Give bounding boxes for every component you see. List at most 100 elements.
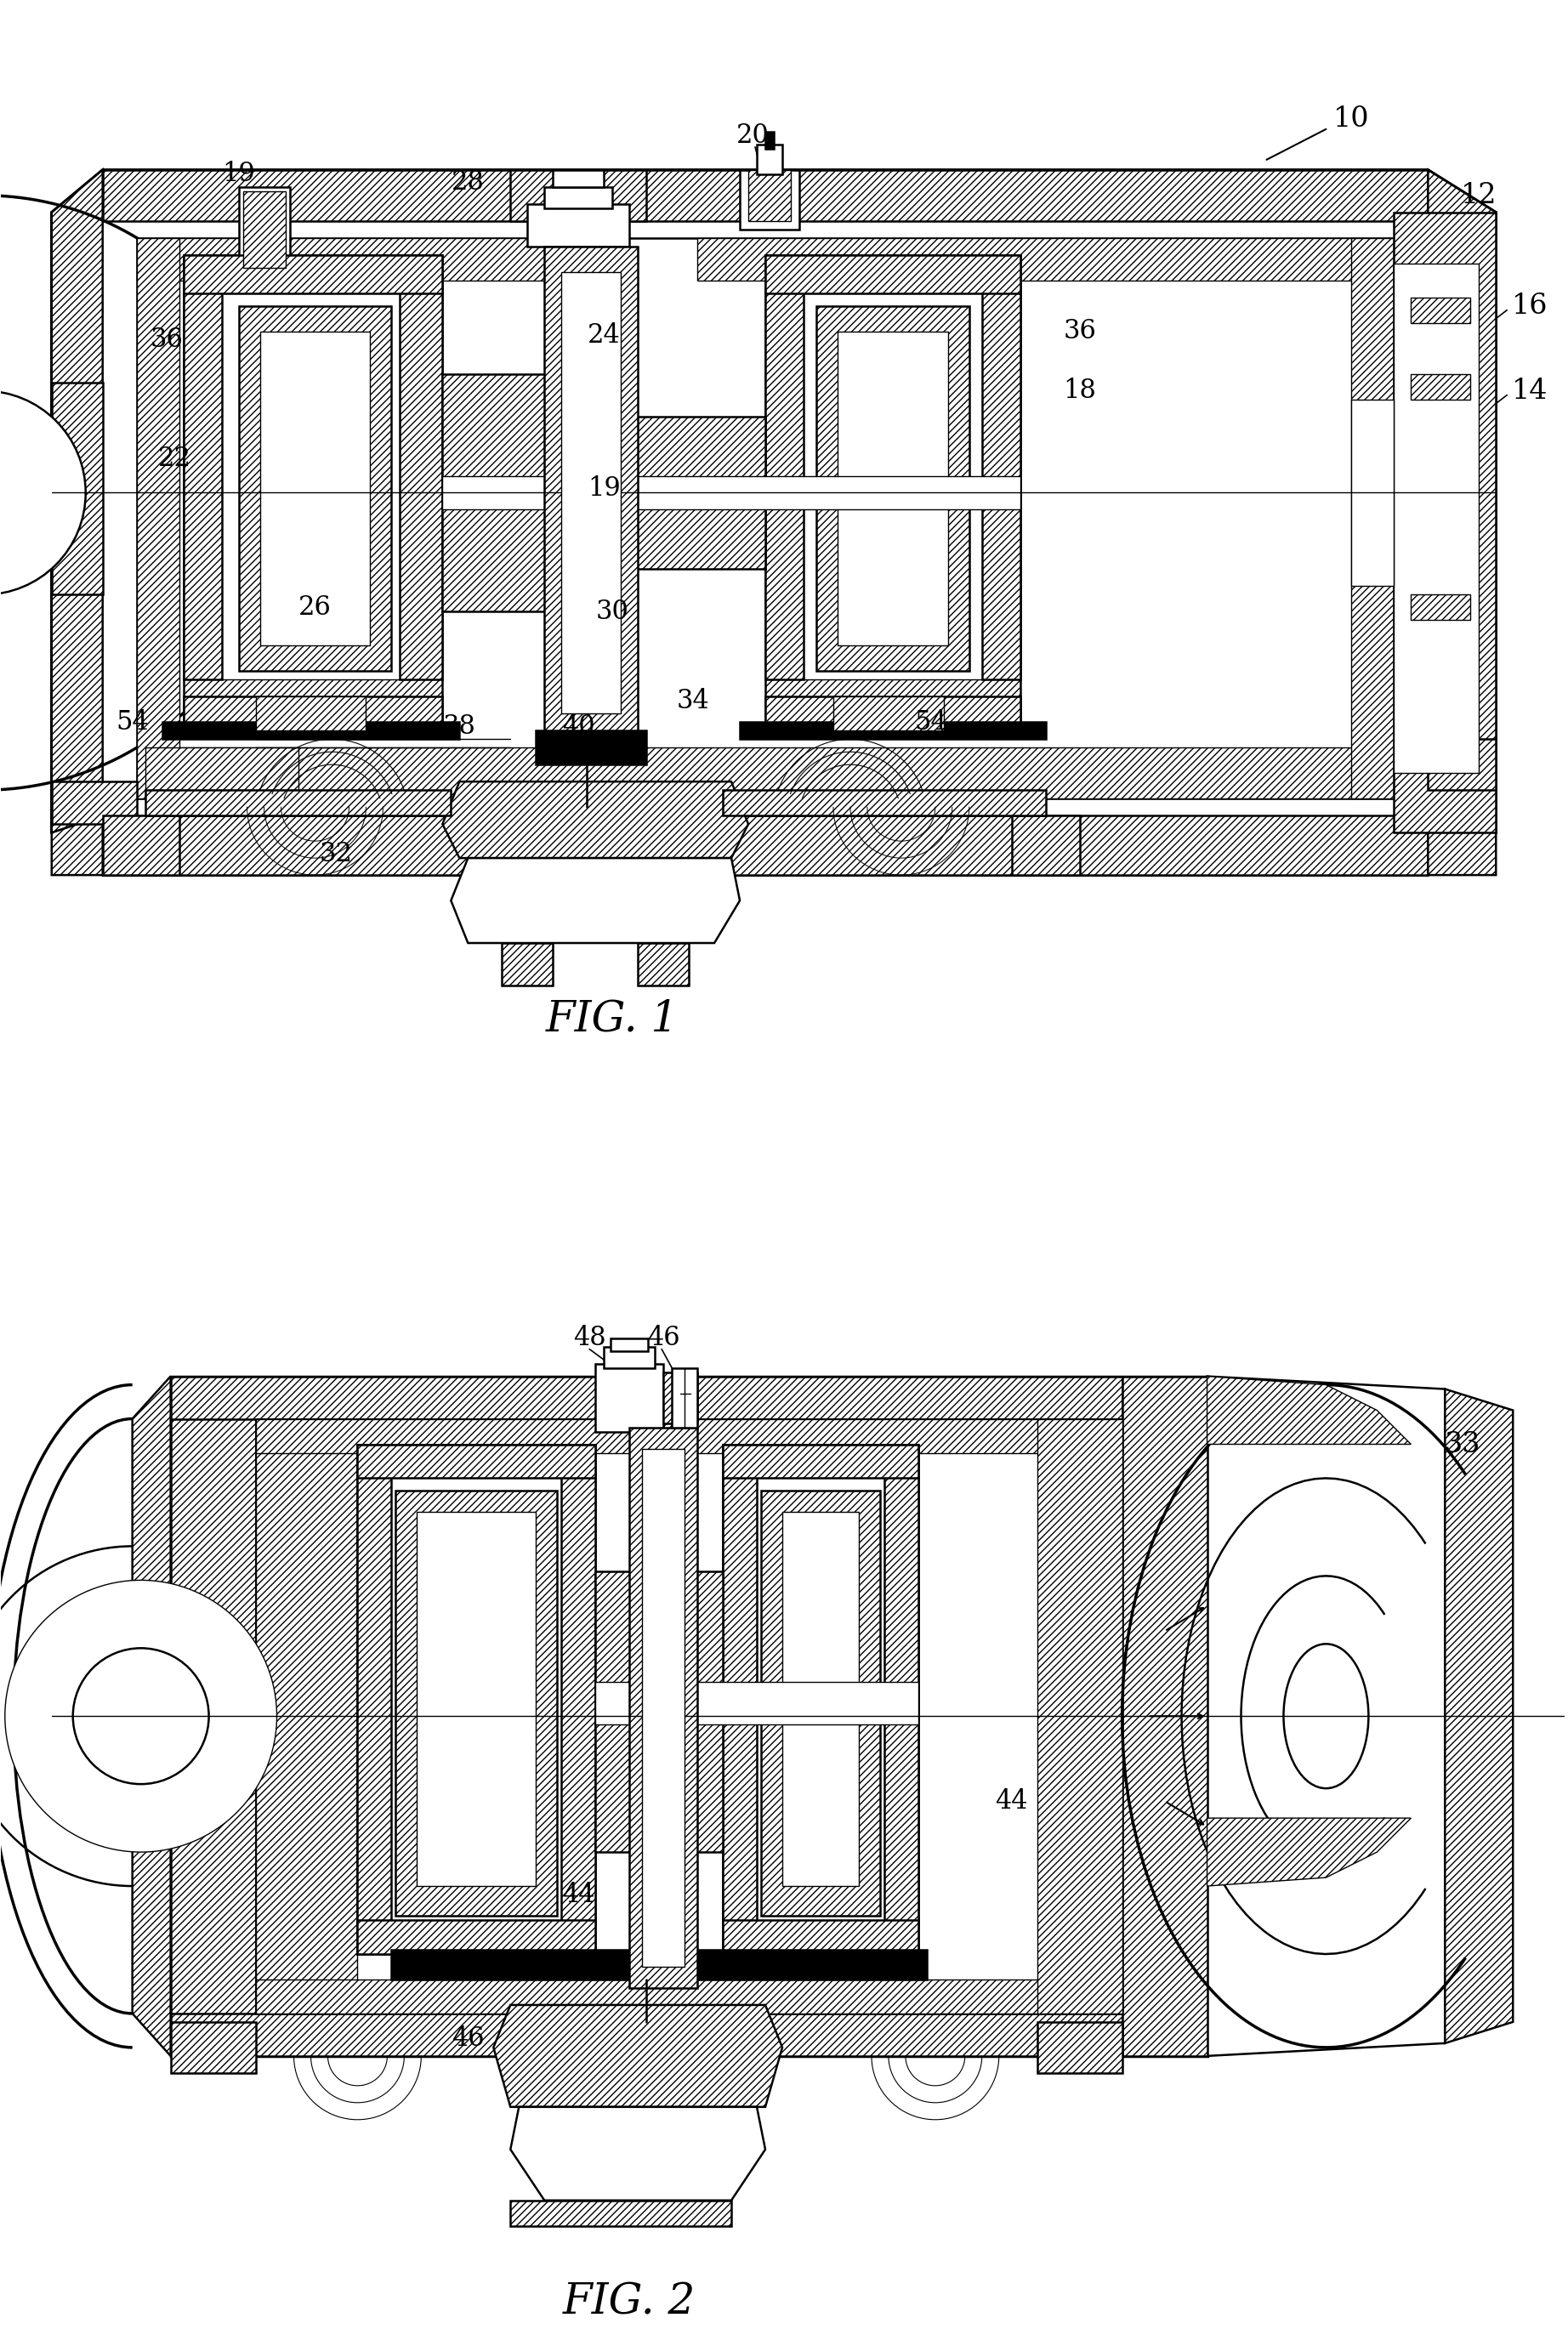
Polygon shape xyxy=(817,305,969,671)
Polygon shape xyxy=(511,2108,765,2201)
Polygon shape xyxy=(52,382,102,594)
Bar xyxy=(1352,398,1394,587)
Polygon shape xyxy=(1428,815,1496,876)
Bar xyxy=(52,783,136,824)
Text: 46: 46 xyxy=(648,1325,681,1351)
Text: 26: 26 xyxy=(298,594,331,620)
Polygon shape xyxy=(52,170,102,831)
Polygon shape xyxy=(1011,815,1080,876)
Polygon shape xyxy=(183,289,221,680)
Polygon shape xyxy=(723,790,1046,815)
Bar xyxy=(136,238,1394,799)
Polygon shape xyxy=(102,815,1428,876)
Polygon shape xyxy=(757,144,782,175)
Polygon shape xyxy=(1428,170,1496,263)
Polygon shape xyxy=(146,790,452,815)
Polygon shape xyxy=(596,1572,723,1852)
Polygon shape xyxy=(136,748,1394,799)
Polygon shape xyxy=(1207,1376,1446,2057)
Circle shape xyxy=(5,1579,278,1852)
Polygon shape xyxy=(1394,212,1496,831)
Bar xyxy=(1411,594,1471,620)
Polygon shape xyxy=(723,1444,919,1479)
Polygon shape xyxy=(1207,1376,1411,1444)
Polygon shape xyxy=(392,1949,927,1980)
Bar xyxy=(1411,298,1471,324)
Polygon shape xyxy=(760,1491,880,1917)
Bar xyxy=(596,1362,663,1432)
Polygon shape xyxy=(544,247,638,738)
Bar xyxy=(1428,738,1496,790)
Polygon shape xyxy=(561,1474,596,1924)
Polygon shape xyxy=(1036,1418,1123,2015)
Bar xyxy=(256,1418,1123,2015)
Text: 54: 54 xyxy=(116,708,149,736)
Text: 10: 10 xyxy=(1333,105,1369,133)
Text: 12: 12 xyxy=(1461,182,1497,210)
Polygon shape xyxy=(387,1474,566,1924)
Bar xyxy=(243,191,285,268)
Polygon shape xyxy=(358,1444,596,1954)
Polygon shape xyxy=(1123,1376,1207,2057)
Polygon shape xyxy=(765,254,1021,731)
Bar xyxy=(527,205,629,247)
Bar xyxy=(663,1372,698,1423)
Polygon shape xyxy=(723,1919,919,1954)
Polygon shape xyxy=(395,1491,557,1917)
Polygon shape xyxy=(102,815,179,876)
Bar xyxy=(561,272,621,713)
Circle shape xyxy=(72,1649,209,1784)
Polygon shape xyxy=(982,289,1021,680)
Polygon shape xyxy=(629,1428,698,1989)
Text: 19: 19 xyxy=(588,475,621,501)
Polygon shape xyxy=(442,783,748,857)
Text: 28: 28 xyxy=(452,170,485,196)
Polygon shape xyxy=(753,1474,889,1924)
Polygon shape xyxy=(638,943,688,985)
Polygon shape xyxy=(765,133,773,149)
Text: 33: 33 xyxy=(1444,1430,1480,1458)
Polygon shape xyxy=(800,289,986,680)
Bar xyxy=(171,2022,256,2073)
Bar xyxy=(544,186,613,207)
Polygon shape xyxy=(238,305,392,671)
Text: 54: 54 xyxy=(914,708,947,736)
Polygon shape xyxy=(358,1919,596,1954)
Polygon shape xyxy=(442,475,1021,510)
Bar xyxy=(1036,2022,1123,2073)
Polygon shape xyxy=(183,254,442,293)
Text: 32: 32 xyxy=(320,841,353,866)
Polygon shape xyxy=(256,1980,1123,2015)
Polygon shape xyxy=(671,1367,698,1428)
Polygon shape xyxy=(502,943,554,985)
Bar xyxy=(1411,375,1471,398)
Text: 30: 30 xyxy=(596,599,629,624)
Text: 40: 40 xyxy=(561,713,594,741)
Polygon shape xyxy=(171,1376,256,2057)
Polygon shape xyxy=(1207,1819,1411,1886)
Text: 38: 38 xyxy=(442,713,477,741)
Polygon shape xyxy=(1446,1388,1513,2043)
Polygon shape xyxy=(1352,238,1394,799)
Polygon shape xyxy=(52,170,102,263)
Polygon shape xyxy=(536,731,646,764)
Polygon shape xyxy=(1428,170,1496,831)
Polygon shape xyxy=(358,1444,596,1479)
Text: 44: 44 xyxy=(561,1882,594,1907)
Polygon shape xyxy=(256,696,365,731)
Polygon shape xyxy=(740,722,1046,738)
Polygon shape xyxy=(765,254,1021,293)
Text: 34: 34 xyxy=(677,687,710,715)
Bar xyxy=(610,1339,648,1351)
Polygon shape xyxy=(146,748,298,790)
Polygon shape xyxy=(442,375,579,613)
Text: FIG. 1: FIG. 1 xyxy=(546,999,679,1041)
Polygon shape xyxy=(183,254,442,731)
Bar xyxy=(260,331,370,645)
Polygon shape xyxy=(1123,1376,1207,2057)
Text: 16: 16 xyxy=(1512,291,1548,319)
Bar xyxy=(417,1512,536,1886)
Polygon shape xyxy=(833,696,944,731)
Polygon shape xyxy=(596,1682,919,1723)
Circle shape xyxy=(0,391,86,594)
